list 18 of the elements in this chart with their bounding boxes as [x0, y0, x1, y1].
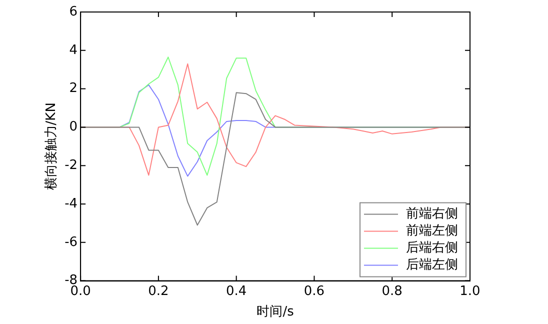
y-tick-label: 2 [69, 81, 78, 96]
y-axis-title: 横向接触力/KN [44, 102, 60, 190]
x-tick-label: 0.4 [226, 284, 247, 299]
legend-label: 前端左侧 [406, 224, 458, 239]
legend-label: 后端左侧 [406, 258, 458, 273]
x-tick-label: 1.0 [460, 284, 480, 299]
y-tick-label: 6 [69, 4, 78, 20]
x-tick-label: 0.2 [148, 284, 169, 299]
legend-label: 后端右侧 [406, 240, 458, 256]
legend-label: 前端右侧 [406, 206, 458, 222]
y-tick-label: 0 [69, 120, 78, 135]
x-tick-label: 0.8 [382, 284, 402, 299]
x-tick-label: 0.6 [304, 284, 325, 299]
y-tick-label: -4 [64, 196, 78, 212]
y-tick-label: -2 [64, 158, 78, 173]
x-axis-title: 时间/s [256, 304, 294, 320]
y-tick-label: -6 [64, 234, 78, 250]
y-tick-label: 4 [69, 42, 78, 58]
